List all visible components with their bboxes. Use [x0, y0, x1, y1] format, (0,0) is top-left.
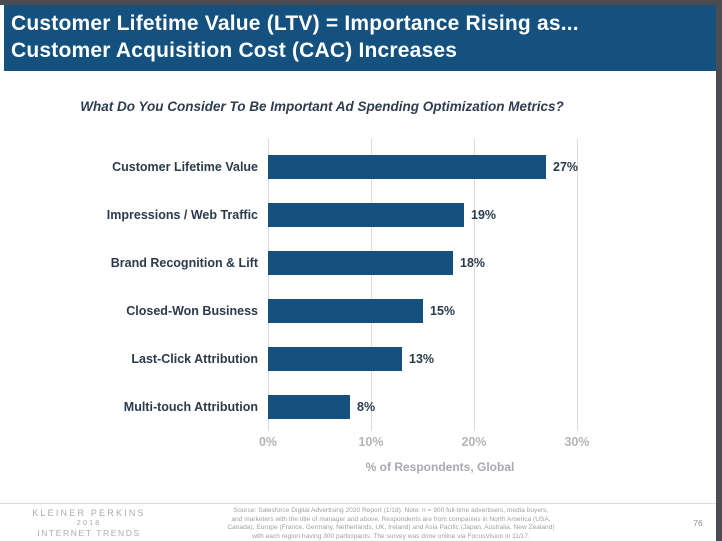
gridline: [268, 139, 269, 431]
bar-value-label: 19%: [471, 208, 497, 222]
gridline: [371, 139, 372, 431]
bar-value-label: 18%: [460, 256, 486, 270]
chart-row: Customer Lifetime Value 27%: [0, 155, 716, 179]
bar: [268, 395, 350, 419]
footer-logo: KLEINER PERKINS 2018 INTERNET TRENDS: [0, 508, 178, 538]
chart-row: Last-Click Attribution 13%: [0, 347, 716, 371]
category-label: Multi-touch Attribution: [123, 400, 258, 414]
bar-value-label: 8%: [357, 400, 376, 414]
slide-title-line-2: Customer Acquisition Cost (CAC) Increase…: [11, 39, 458, 62]
slide-title-line-1: Customer Lifetime Value (LTV) = Importan…: [11, 12, 579, 35]
chart-title: What Do You Consider To Be Important Ad …: [80, 99, 564, 114]
bar-value-label: 27%: [553, 160, 579, 174]
gridline: [474, 139, 475, 431]
footer-logo-brand: KLEINER PERKINS: [32, 508, 146, 518]
bar-value-label: 15%: [430, 304, 456, 318]
chart-title-wrap: What Do You Consider To Be Important Ad …: [30, 98, 614, 116]
source-note-line: with each region having 300 participants…: [252, 532, 530, 540]
bar: [268, 251, 453, 275]
source-note-line: Canada), Europe (France, Germany, Nether…: [227, 524, 555, 532]
bar: [268, 155, 546, 179]
source-note-line: Source: Salesforce Digital Advertising 2…: [233, 507, 549, 514]
slide-title-banner: Customer Lifetime Value (LTV) = Importan…: [4, 5, 716, 71]
x-tick-label: 10%: [358, 435, 384, 449]
category-label: Closed-Won Business: [126, 304, 258, 318]
source-note: Source: Salesforce Digital Advertising 2…: [205, 507, 577, 541]
bar: [268, 299, 423, 323]
footer-divider: [0, 503, 716, 504]
x-tick-label: 20%: [461, 435, 487, 449]
bar-chart: Customer Lifetime Value 27% Impressions / …: [0, 139, 716, 484]
gridline: [577, 139, 578, 431]
chart-row: Closed-Won Business 15%: [0, 299, 716, 323]
x-tick-label: 0%: [258, 435, 278, 449]
chart-row: Brand Recognition & Lift 18%: [0, 251, 716, 275]
bar: [268, 347, 402, 371]
page-number: 76: [693, 518, 703, 528]
source-note-line: and marketers with the title of manager …: [231, 515, 551, 523]
category-label: Last-Click Attribution: [131, 352, 258, 366]
category-label: Impressions / Web Traffic: [106, 208, 258, 222]
chart-row: Multi-touch Attribution 8%: [0, 395, 716, 419]
bar-value-label: 13%: [409, 352, 435, 366]
x-axis-title: % of Respondents, Global: [365, 460, 515, 474]
category-label: Brand Recognition & Lift: [110, 256, 258, 270]
category-label: Customer Lifetime Value: [112, 160, 258, 174]
viewer-right-border: [716, 0, 722, 541]
footer-logo-year: 2018: [76, 518, 102, 527]
bar: [268, 203, 464, 227]
footer-logo-report: INTERNET TRENDS: [37, 528, 141, 538]
chart-row: Impressions / Web Traffic 19%: [0, 203, 716, 227]
viewer-top-border: [0, 0, 722, 5]
x-tick-label: 30%: [564, 435, 590, 449]
